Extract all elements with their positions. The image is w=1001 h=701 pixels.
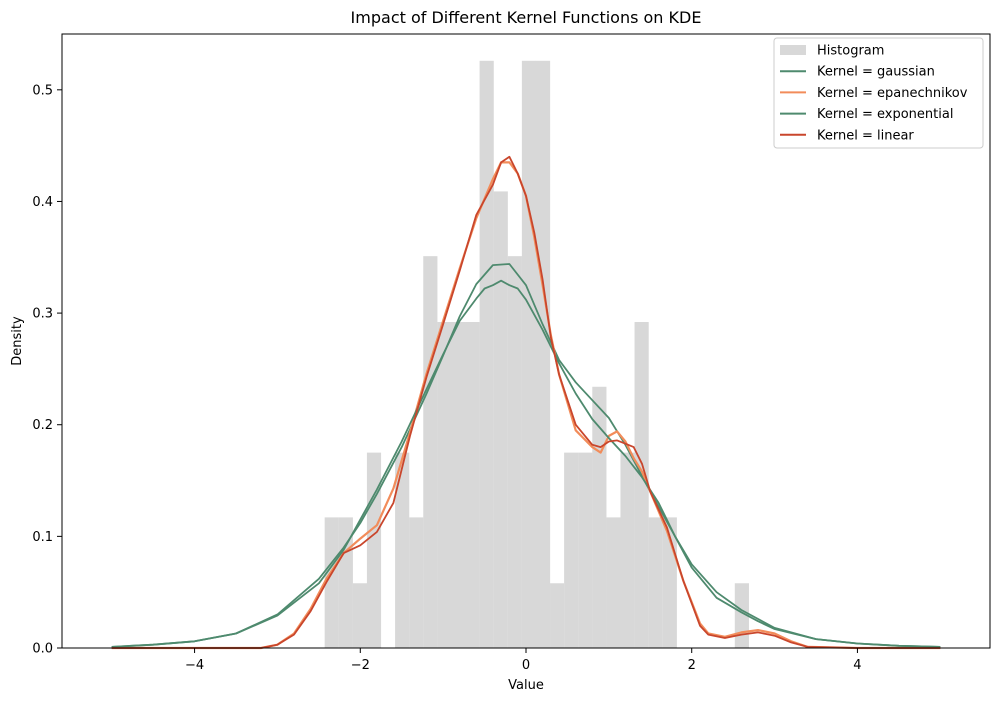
- legend-swatch-histogram: [780, 45, 806, 55]
- legend-label: Histogram: [817, 44, 884, 59]
- x-axis-label: Value: [508, 678, 544, 693]
- y-tick-label: 0.1: [32, 530, 53, 545]
- x-tick-label: −2: [351, 658, 370, 673]
- x-tick-label: 0: [522, 658, 530, 673]
- kde-line-exponential: [111, 279, 941, 648]
- histogram-bar: [606, 517, 621, 648]
- histogram-bar: [352, 583, 367, 648]
- y-tick-label: 0.0: [32, 642, 53, 657]
- histogram-bar: [395, 452, 410, 648]
- x-axis-ticks: −4 −2 0 2 4: [185, 648, 862, 673]
- histogram-bar: [620, 452, 635, 648]
- histogram-bar: [324, 517, 339, 648]
- y-tick-label: 0.5: [32, 83, 53, 98]
- histogram-bar: [535, 60, 551, 649]
- histogram-bar: [409, 517, 424, 648]
- kde-line-linear: [111, 155, 941, 649]
- legend-label: Kernel = gaussian: [817, 65, 935, 80]
- y-axis-label: Density: [10, 316, 25, 366]
- chart-title: Impact of Different Kernel Functions on …: [351, 8, 702, 27]
- legend-label: Kernel = linear: [817, 128, 914, 143]
- y-tick-label: 0.2: [32, 418, 53, 433]
- plot-area: [61, 33, 991, 650]
- histogram-bar: [423, 256, 438, 648]
- histogram-bar: [366, 452, 382, 648]
- kde-lines: [111, 155, 941, 650]
- x-tick-label: 2: [688, 658, 696, 673]
- legend: Histogram Kernel = gaussian Kernel = epane…: [773, 37, 984, 149]
- histogram-bar: [592, 386, 607, 648]
- y-tick-label: 0.3: [32, 307, 53, 322]
- histogram-bar: [437, 322, 452, 648]
- y-tick-label: 0.4: [32, 195, 53, 210]
- kde-line-gaussian: [111, 263, 941, 648]
- histogram-bar: [451, 322, 466, 648]
- histogram-bar: [550, 583, 565, 648]
- x-tick-label: 4: [853, 658, 861, 673]
- histogram-bar: [479, 60, 494, 649]
- y-axis-ticks: 0.0 0.1 0.2 0.3 0.4 0.5: [32, 83, 62, 657]
- x-tick-label: −4: [185, 658, 204, 673]
- histogram-bar: [578, 452, 593, 648]
- legend-label: Kernel = epanechnikov: [817, 86, 968, 101]
- histogram-bar: [493, 191, 508, 648]
- histogram-bar: [507, 256, 522, 648]
- legend-label: Kernel = exponential: [817, 107, 953, 122]
- histogram-bar: [564, 452, 579, 648]
- histogram-bars: [324, 60, 749, 649]
- histogram-bar: [648, 517, 663, 648]
- histogram-bar: [634, 322, 649, 648]
- legend-frame: [773, 37, 984, 149]
- histogram-bar: [465, 322, 480, 648]
- histogram-bar: [521, 60, 537, 649]
